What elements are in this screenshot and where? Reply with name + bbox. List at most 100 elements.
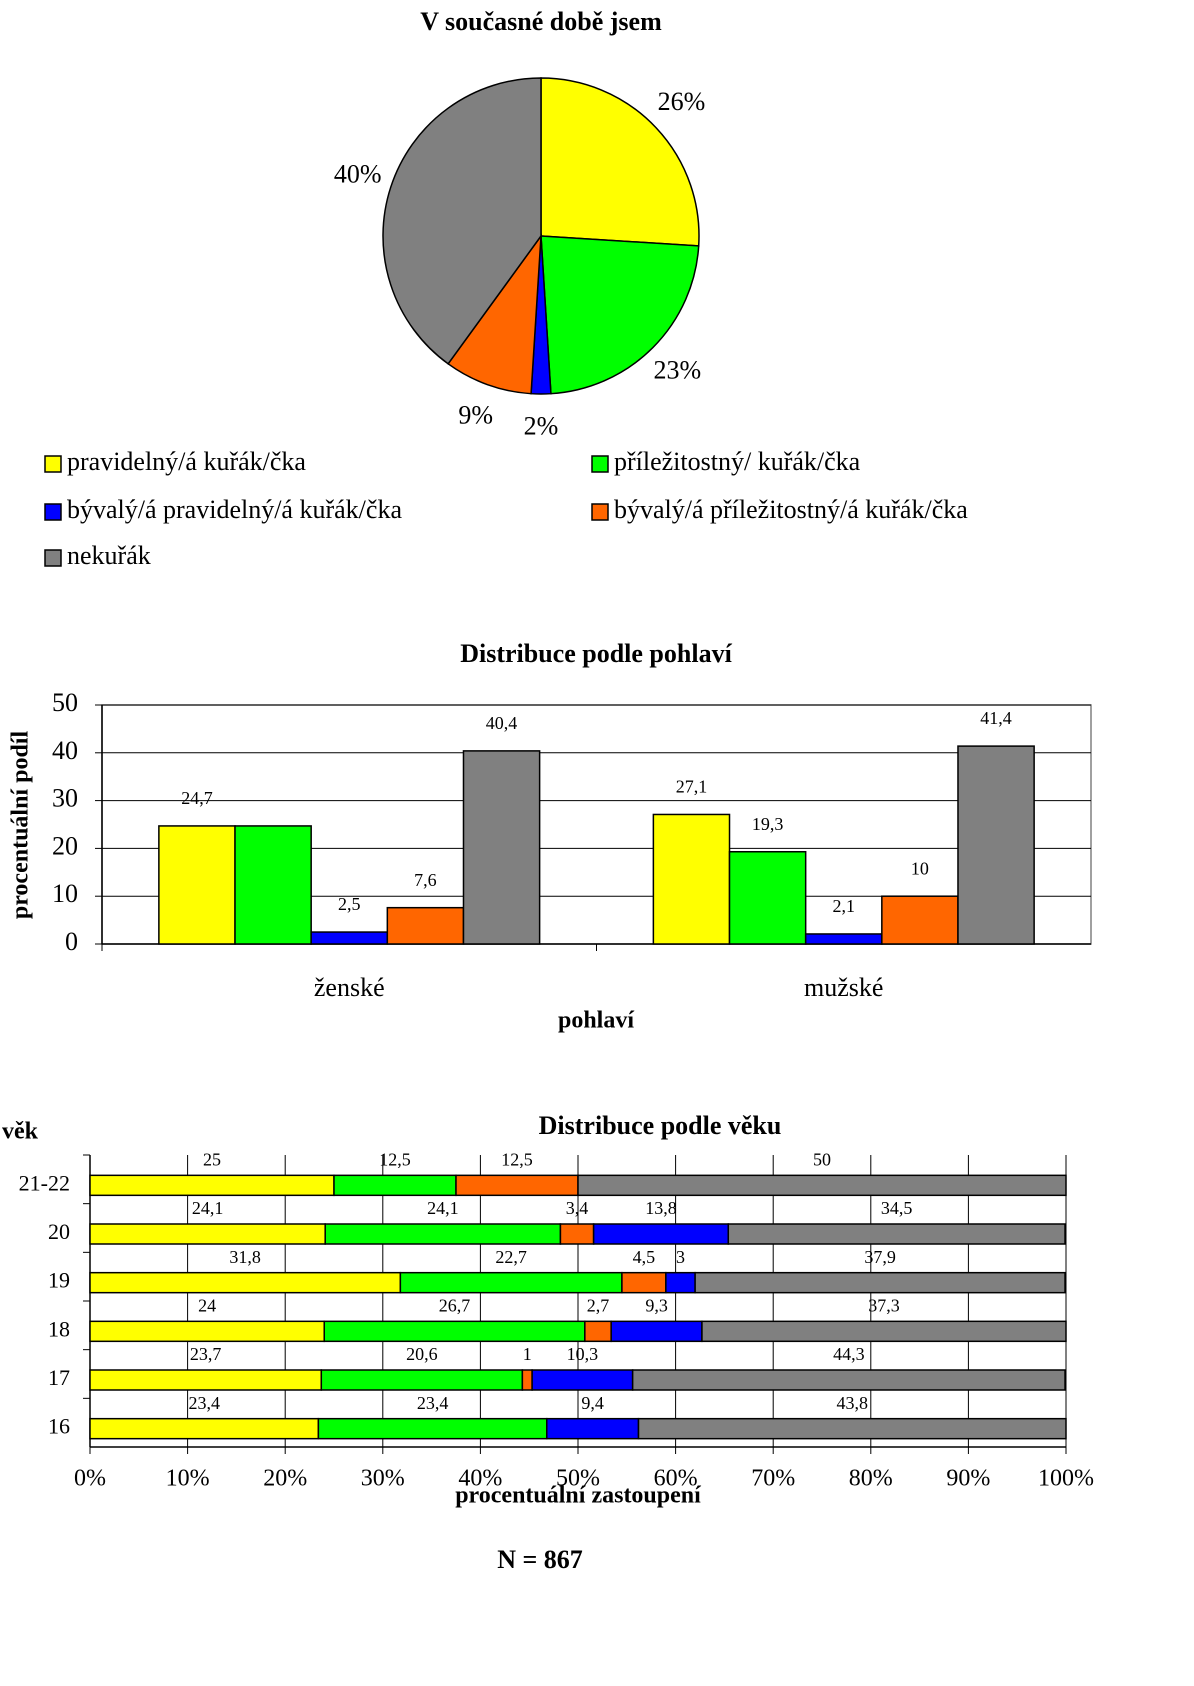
data-label: 2% (524, 412, 559, 441)
data-label: 3,4 (566, 1198, 589, 1218)
bar-segment (546, 1417, 640, 1440)
x-tick-label: 70% (751, 1466, 795, 1492)
data-label: 23,4 (417, 1393, 449, 1413)
pie-slice (540, 77, 700, 247)
data-label: 12,5 (379, 1149, 411, 1169)
x-axis-label: procentuální zastoupení (455, 1483, 701, 1509)
data-label: 27,1 (676, 777, 708, 797)
bar (158, 825, 236, 945)
legend-label: pravidelný/á kuřák/čka (67, 447, 306, 476)
data-label: 1 (523, 1344, 532, 1364)
bar-segment (694, 1271, 1066, 1294)
x-tick-label: 10% (166, 1466, 210, 1492)
y-tick-label: 30 (52, 784, 78, 813)
data-label: 40,4 (486, 713, 518, 733)
legend-label: nekuřák (67, 541, 151, 570)
bar (386, 906, 465, 945)
x-tick-label: 20% (263, 1466, 307, 1492)
bar-segment (89, 1271, 402, 1294)
legend-swatch (591, 503, 609, 521)
data-label: 37,3 (868, 1295, 900, 1315)
bar-segment (89, 1174, 335, 1197)
y-tick-label: 0 (65, 927, 78, 956)
y-tick-label: 18 (48, 1316, 70, 1341)
bar (881, 895, 959, 945)
legend-swatch (44, 455, 62, 473)
data-label: 43,8 (837, 1393, 869, 1413)
bar-segment (455, 1174, 579, 1197)
bar-segment (323, 1320, 586, 1343)
data-label: 10,3 (567, 1344, 599, 1364)
y-tick-label: 16 (48, 1414, 70, 1439)
data-label: 23,7 (190, 1344, 222, 1364)
data-label: 4,5 (633, 1247, 656, 1267)
data-label: 24,7 (181, 788, 213, 808)
legend-swatch (44, 503, 62, 521)
data-label: 41,4 (980, 708, 1012, 728)
data-label: 20,6 (406, 1344, 438, 1364)
y-tick-label: 50 (52, 688, 78, 717)
pie-title: V současné době jsem (420, 7, 662, 36)
data-label: 12,5 (501, 1149, 533, 1169)
data-label: 50 (813, 1149, 831, 1169)
data-label: 31,8 (229, 1247, 261, 1267)
bar-segment (89, 1369, 323, 1391)
bar-segment (584, 1320, 612, 1343)
data-label: 10 (911, 858, 929, 878)
x-tick-label: 100% (1038, 1466, 1094, 1492)
bar (957, 745, 1035, 945)
bar-segment (631, 1369, 1066, 1391)
footnote: N = 867 (497, 1545, 583, 1574)
data-label: 2,1 (833, 896, 856, 916)
data-label: 26,7 (439, 1295, 471, 1315)
bar (652, 813, 731, 945)
pie-slice (382, 77, 542, 365)
data-label: 24 (198, 1295, 216, 1315)
bar-segment (317, 1417, 548, 1440)
data-label: 7,6 (414, 870, 437, 890)
bar-segment (592, 1223, 730, 1245)
data-label: 2,7 (587, 1295, 610, 1315)
legend-label: bývalý/á pravidelný/á kuřák/čka (67, 495, 402, 524)
bar (310, 931, 389, 945)
y-axis-label: věk (2, 1119, 39, 1145)
x-tick-label: 30% (361, 1466, 405, 1492)
data-label: 9,4 (581, 1393, 604, 1413)
bar-segment (621, 1271, 667, 1294)
data-label: 44,3 (833, 1344, 865, 1364)
x-tick-label: 60% (654, 1466, 698, 1492)
y-tick-label: 19 (48, 1268, 70, 1293)
bar-title: Distribuce podle pohlaví (460, 639, 732, 668)
data-label: 25 (203, 1149, 221, 1169)
bar (728, 850, 807, 945)
bar-segment (89, 1417, 320, 1440)
legend-swatch (44, 549, 62, 567)
bar (804, 933, 883, 945)
y-tick-label: 20 (52, 831, 78, 860)
bar-segment (89, 1223, 326, 1245)
bar-segment (559, 1223, 595, 1245)
bar-segment (399, 1271, 623, 1294)
bar-segment (521, 1369, 533, 1391)
x-tick-label: 0% (74, 1466, 106, 1492)
y-tick-label: 21-22 (19, 1170, 70, 1195)
bar (462, 750, 541, 945)
y-tick-label: 20 (48, 1219, 70, 1244)
x-tick-label: 40% (458, 1466, 502, 1492)
data-label: 34,5 (881, 1198, 913, 1218)
bar-segment (320, 1369, 524, 1391)
data-label: 23% (653, 355, 701, 384)
data-label: 19,3 (752, 814, 784, 834)
barh-title: Distribuce podle věku (539, 1111, 782, 1140)
data-label: 9,3 (645, 1295, 668, 1315)
legend-swatch (591, 455, 609, 473)
x-tick-label: 90% (946, 1466, 990, 1492)
x-tick-label: ženské (314, 973, 385, 1002)
bar-segment (89, 1320, 325, 1343)
x-tick-label: 50% (556, 1466, 600, 1492)
bar-segment (333, 1174, 457, 1197)
pie-slice (447, 233, 542, 395)
data-label: 2,5 (338, 894, 361, 914)
data-label: 26% (658, 87, 706, 116)
